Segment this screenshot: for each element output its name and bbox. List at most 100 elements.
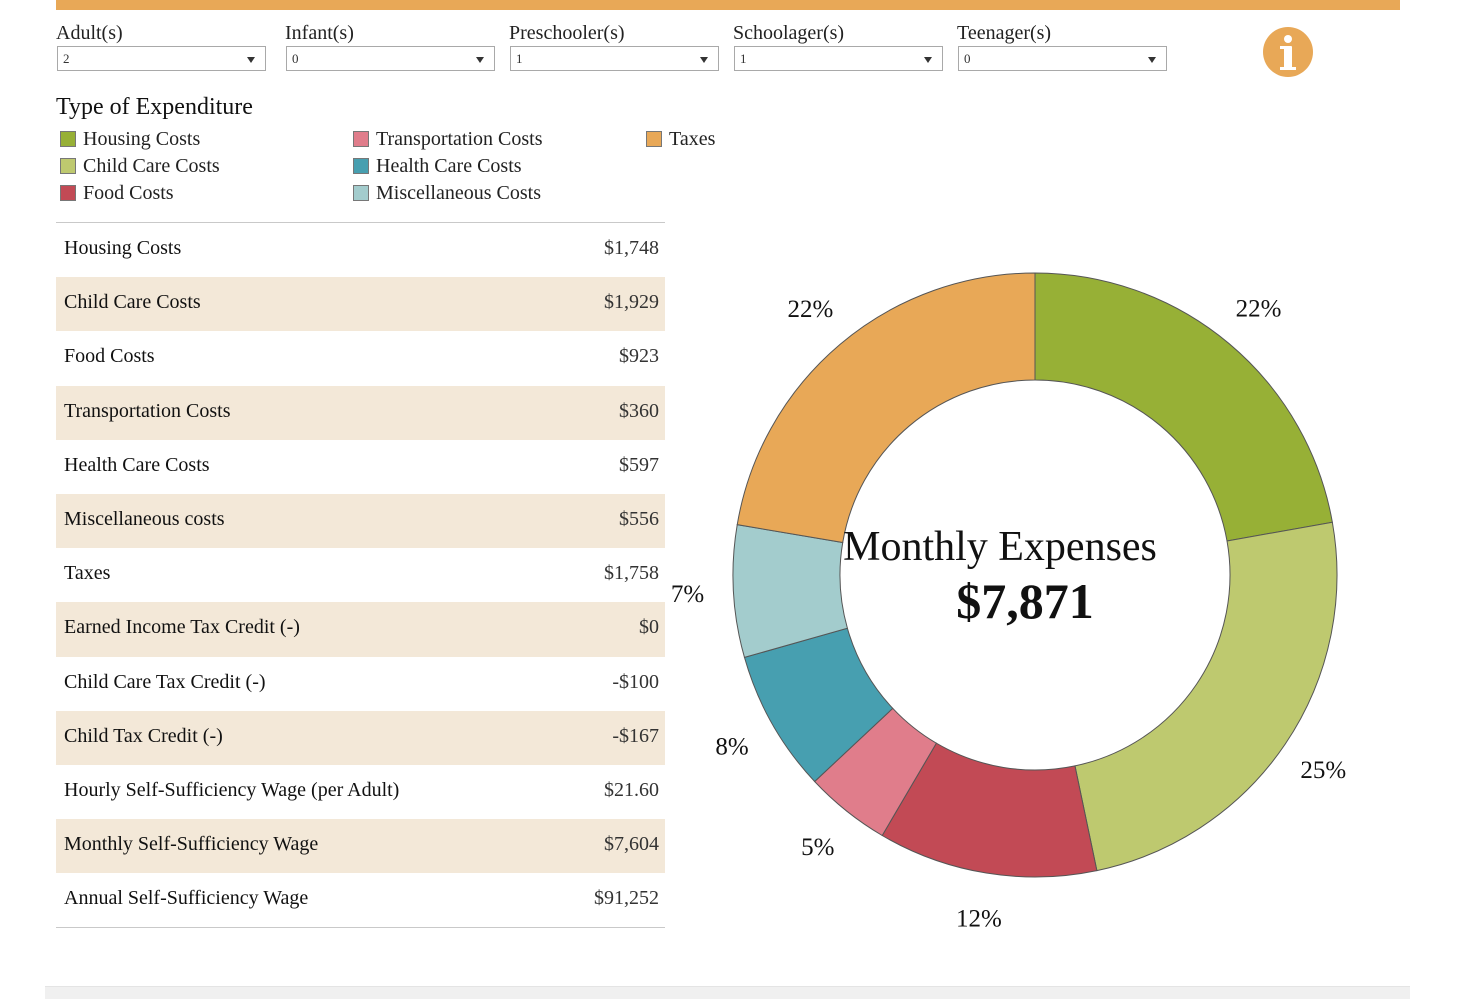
legend-label: Transportation Costs [376,128,543,150]
legend-item-child-care: Child Care Costs [60,154,220,178]
row-value: $360 [619,399,659,422]
row-label: Earned Income Tax Credit (-) [64,616,300,639]
slice-percent-label: 12% [956,905,1002,930]
chevron-down-icon [1148,57,1156,63]
row-value: $0 [639,616,659,639]
table-row: Child Care Costs $1,929 [56,277,665,332]
legend-label: Child Care Costs [83,155,220,177]
table-row: Housing Costs $1,748 [56,223,665,277]
donut-svg: 22% 25% 12% 5% 8% 7% 22% Monthly Expenses $7,8… [671,272,1346,932]
donut-slice-child-care-costs[interactable] [1074,521,1338,872]
teenagers-select[interactable]: 0 [958,46,1167,71]
donut-slice-taxes[interactable] [736,272,1036,544]
bottom-toolbar [45,986,1410,999]
expense-donut-chart: 22% 25% 12% 5% 8% 7% 22% Monthly Expenses $7,8… [670,230,1390,935]
row-value: $923 [619,345,659,368]
legend-label: Health Care Costs [376,155,522,177]
legend-swatch [60,131,76,147]
row-label: Child Care Costs [64,291,201,314]
filter-schoolagers: Schoolager(s) 1 [733,20,943,71]
row-value: $91,252 [594,887,659,910]
row-value: $1,758 [604,562,659,585]
legend-title: Type of Expenditure [56,94,253,120]
legend-label: Food Costs [83,182,174,204]
legend-swatch [353,131,369,147]
row-label: Child Tax Credit (-) [64,724,223,747]
schoolagers-select[interactable]: 1 [734,46,943,71]
filter-preschoolers: Preschooler(s) 1 [509,20,719,71]
chevron-down-icon [700,57,708,63]
select-value: 0 [292,51,299,66]
row-label: Transportation Costs [64,399,231,422]
info-icon[interactable] [1263,27,1313,77]
row-label: Food Costs [64,345,155,368]
row-value: $597 [619,453,659,476]
legend-item-taxes: Taxes [646,127,715,151]
filter-label: Schoolager(s) [733,22,845,44]
row-value: $1,748 [604,237,659,259]
infants-select[interactable]: 0 [286,46,495,71]
filter-label: Teenager(s) [957,22,1052,44]
row-label: Monthly Self-Sufficiency Wage [64,833,319,856]
legend-label: Taxes [669,128,716,150]
table-row: Child Care Tax Credit (-) -$100 [56,657,665,711]
table-row: Food Costs $923 [56,331,665,385]
legend-swatch [353,185,369,201]
slice-percent-label: 8% [715,733,748,760]
slice-percent-label: 22% [787,296,833,323]
table-row: Monthly Self-Sufficiency Wage $7,604 [56,819,665,874]
row-value: $556 [619,507,659,530]
filter-teenagers: Teenager(s) 0 [957,20,1167,71]
row-value: $7,604 [604,833,659,856]
row-value: $21.60 [604,778,659,801]
row-label: Taxes [64,562,111,585]
center-value: $7,871 [956,573,1094,629]
select-value: 1 [740,51,747,66]
row-label: Health Care Costs [64,453,210,476]
row-label: Child Care Tax Credit (-) [64,670,266,693]
legend-label: Housing Costs [83,128,201,150]
table-row: Hourly Self-Sufficiency Wage (per Adult)… [56,765,665,819]
slice-percent-label: 7% [671,581,704,608]
row-value: -$100 [612,670,659,693]
cost-table: Housing Costs $1,748 Child Care Costs $1,9… [56,222,665,929]
slice-percent-label: 25% [1300,757,1346,784]
filter-label: Adult(s) [56,22,123,44]
select-value: 2 [63,51,70,66]
chevron-down-icon [924,57,932,63]
filter-infants: Infant(s) 0 [285,20,495,71]
legend-item-miscellaneous: Miscellaneous Costs [353,181,541,205]
row-label: Annual Self-Sufficiency Wage [64,887,309,910]
filter-adults: Adult(s) 2 [56,20,266,71]
table-row: Transportation Costs $360 [56,385,665,440]
legend-swatch [60,185,76,201]
table-row: Health Care Costs $597 [56,440,665,494]
legend-swatch [646,131,662,147]
legend-item-food: Food Costs [60,181,174,205]
select-value: 1 [516,51,523,66]
legend-swatch [60,158,76,174]
row-value: -$167 [612,724,659,747]
table-row: Child Tax Credit (-) -$167 [56,710,665,765]
adults-select[interactable]: 2 [57,46,266,71]
table-row: Miscellaneous costs $556 [56,493,665,549]
slice-percent-label: 5% [801,834,834,861]
chevron-down-icon [247,57,255,63]
filter-label: Infant(s) [285,22,354,44]
legend-item-housing: Housing Costs [60,127,200,151]
legend-item-health-care: Health Care Costs [353,154,522,178]
select-value: 0 [964,51,971,66]
row-label: Housing Costs [64,237,182,259]
filter-label: Preschooler(s) [509,22,625,44]
chevron-down-icon [476,57,484,63]
table-row: Earned Income Tax Credit (-) $0 [56,602,665,657]
legend-swatch [353,158,369,174]
row-label: Miscellaneous costs [64,507,225,530]
preschoolers-select[interactable]: 1 [510,46,719,71]
legend-label: Miscellaneous Costs [376,182,541,204]
row-label: Hourly Self-Sufficiency Wage (per Adult) [64,778,400,801]
top-accent-bar [56,0,1400,10]
legend-item-transportation: Transportation Costs [353,127,543,151]
table-row: Taxes $1,758 [56,548,665,602]
donut-slice-housing-costs[interactable] [1034,272,1333,542]
